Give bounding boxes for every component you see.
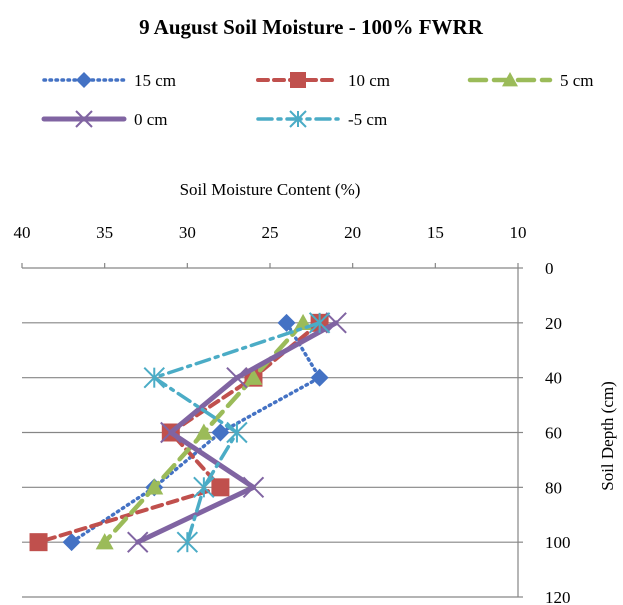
data-point	[244, 368, 263, 385]
legend-label: -5 cm	[348, 110, 387, 129]
data-point	[194, 423, 213, 440]
legend-entry: 15 cm	[42, 71, 176, 90]
legend-label: 15 cm	[134, 71, 176, 90]
data-point	[325, 312, 347, 334]
data-point	[143, 366, 165, 389]
data-point	[193, 476, 215, 499]
legend-entry: 5 cm	[467, 71, 594, 90]
x-tick-label: 35	[96, 223, 113, 242]
y-tick-label: 20	[545, 314, 562, 333]
x-tick-labels: 40 35 30 25 20 15 10	[14, 223, 527, 242]
data-point	[29, 533, 48, 552]
data-point	[176, 531, 199, 553]
chart-title: 9 August Soil Moisture - 100% FWRR	[139, 15, 484, 39]
x-tick-label: 15	[427, 223, 444, 242]
x-tick-label: 10	[510, 223, 527, 242]
legend-marker	[75, 110, 93, 128]
legend-entry: 0 cm	[41, 110, 168, 129]
x-axis-label: Soil Moisture Content (%)	[180, 180, 361, 199]
data-point	[226, 421, 248, 444]
data-point	[95, 533, 114, 550]
legend-label: 5 cm	[560, 71, 594, 90]
legend-entry: 10 cm	[256, 71, 390, 90]
y-tick-label: 60	[545, 424, 562, 443]
y-tick-label: 120	[545, 588, 571, 605]
data-point	[62, 533, 81, 552]
x-tick-label: 40	[14, 223, 31, 242]
series-minus5cm	[143, 312, 331, 553]
legend-marker	[502, 72, 518, 87]
data-point	[160, 421, 182, 444]
x-tick-label: 30	[179, 223, 196, 242]
data-point	[242, 476, 265, 499]
y-tick-label: 100	[545, 533, 571, 552]
data-point	[308, 312, 331, 334]
data-point	[211, 423, 230, 442]
x-tick-label: 20	[344, 223, 361, 242]
data-point	[145, 478, 164, 495]
y-tick-label: 80	[545, 478, 562, 497]
data-point	[127, 531, 149, 553]
legend-entry: -5 cm	[256, 110, 387, 129]
data-point	[310, 368, 329, 387]
series-0cm	[127, 312, 347, 553]
plot-area	[29, 312, 347, 553]
legend: 15 cm 10 cm 5 cm 0 cm -5 cm	[41, 71, 594, 129]
y-tick-label: 0	[545, 259, 554, 278]
legend-marker	[290, 72, 306, 88]
axes	[21, 263, 523, 598]
y-axis-label: Soil Depth (cm)	[598, 381, 617, 491]
x-tick-label: 25	[262, 223, 279, 242]
data-point	[226, 366, 248, 389]
legend-marker	[289, 110, 307, 128]
y-tick-label: 40	[545, 369, 562, 388]
data-point	[277, 313, 296, 332]
series-line	[69, 321, 322, 544]
gridlines	[22, 322, 518, 598]
legend-label: 10 cm	[348, 71, 390, 90]
legend-label: 0 cm	[134, 110, 168, 129]
legend-marker	[76, 72, 92, 88]
data-point	[211, 478, 230, 497]
y-tick-labels: 0 20 40 60 80 100 120	[545, 259, 571, 605]
